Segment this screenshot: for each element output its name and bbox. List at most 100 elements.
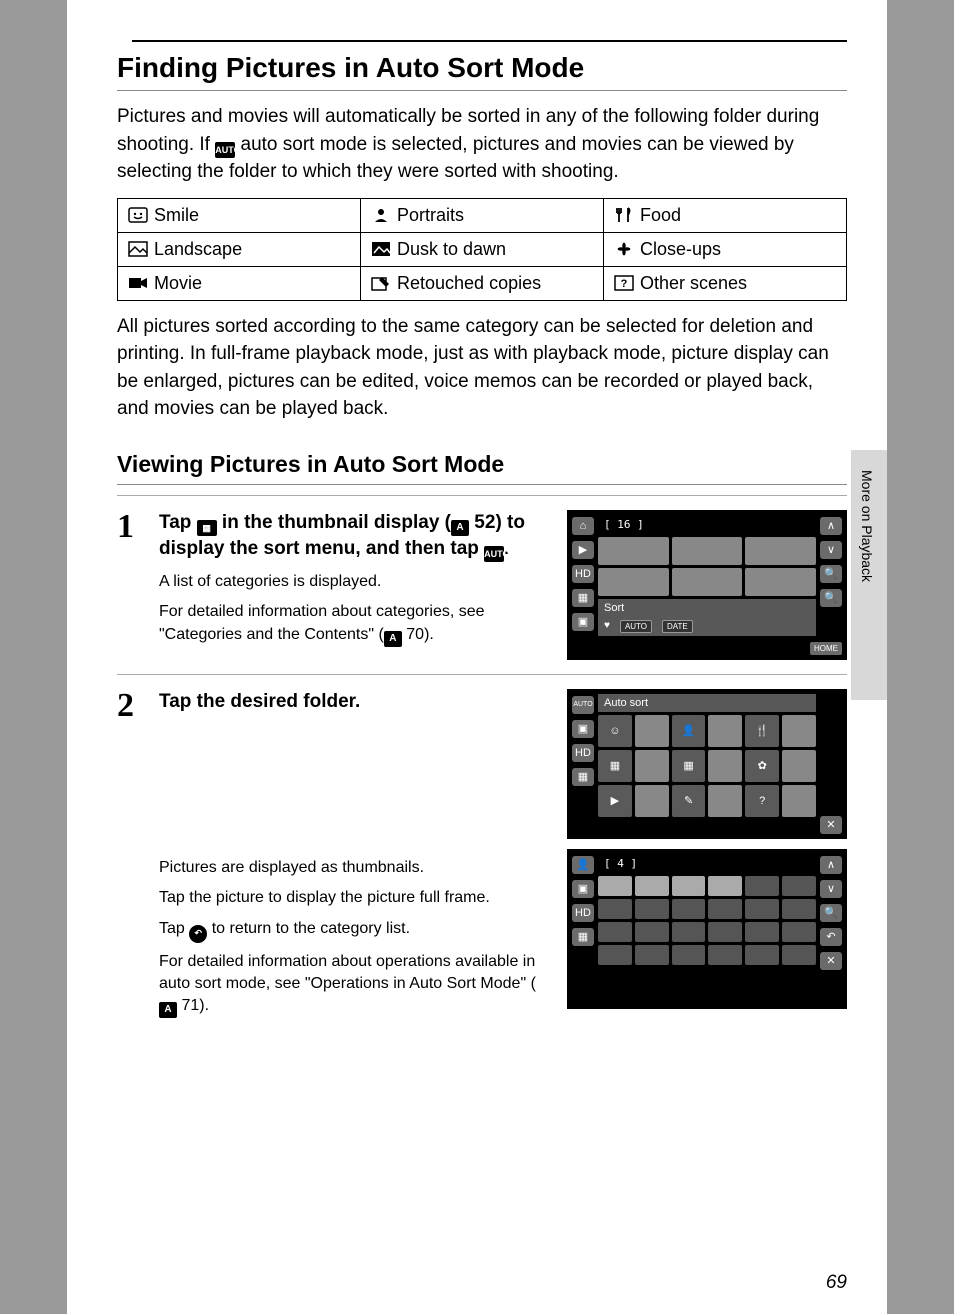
cat-retouch: ✎ <box>672 785 706 817</box>
count-label: [ 4 ] <box>598 854 816 873</box>
step2-title: Tap the desired folder. <box>159 689 547 716</box>
autosort-icon: AUTO <box>484 546 504 562</box>
hd-icon: HD <box>572 565 594 583</box>
cell-label: Food <box>640 205 681 225</box>
t: to return to the category list. <box>207 920 410 937</box>
t: in the thumbnail display ( <box>217 512 451 533</box>
thumb <box>598 899 632 919</box>
thumb <box>598 945 632 965</box>
grid-icon: ▦ <box>572 589 594 607</box>
thumb <box>745 537 816 565</box>
step2-note3: Tap ↶ to return to the category list. <box>159 918 547 943</box>
cat-portrait: 👤 <box>672 715 706 747</box>
movie-icon <box>128 275 148 291</box>
thumb <box>782 945 816 965</box>
return-icon: ↶ <box>820 928 842 946</box>
thumb <box>598 537 669 565</box>
step-number: 1 <box>117 510 147 660</box>
subtitle: Viewing Pictures in Auto Sort Mode <box>117 451 847 485</box>
page-ref-icon: A <box>451 520 469 536</box>
smile-icon <box>128 207 148 223</box>
cat-thumb <box>782 785 816 817</box>
food-icon <box>614 207 634 223</box>
cat-thumb <box>708 715 742 747</box>
lcd-screenshot-category-thumbs: 👤 ▣ HD ▦ [ 4 ] ∧ ∨ <box>567 849 847 1009</box>
dusk-icon <box>371 241 391 257</box>
step2-note4: For detailed information about operation… <box>159 951 547 1019</box>
folder-table: Smile Portraits Food Landscape Dusk to d… <box>117 198 847 301</box>
tag-auto: AUTO <box>620 620 652 633</box>
page-ref-icon: A <box>384 631 402 647</box>
intro-paragraph: Pictures and movies will automatically b… <box>117 103 847 186</box>
zoom-in-icon: 🔍 <box>820 565 842 583</box>
ss-right-icons: ✕ <box>820 694 842 834</box>
svg-text:?: ? <box>621 278 628 290</box>
count-label: [ 16 ] <box>598 515 816 534</box>
cat-thumb <box>635 750 669 782</box>
home-icon: ⌂ <box>572 517 594 535</box>
thumb <box>782 899 816 919</box>
cell-label: Dusk to dawn <box>397 239 506 259</box>
thumb <box>598 568 669 596</box>
t: For detailed information about categorie… <box>159 603 485 642</box>
thumbnail-icon: ▦ <box>197 520 217 536</box>
ref: 52 <box>474 512 495 533</box>
cat-thumb <box>782 715 816 747</box>
step-number: 2 <box>117 689 147 1027</box>
down-icon: ∨ <box>820 880 842 898</box>
steps-list: 1 Tap ▦ in the thumbnail display (A 52) … <box>117 495 847 1041</box>
sel-icon: ▣ <box>572 613 594 631</box>
thumb <box>672 876 706 896</box>
t: Tap <box>159 512 197 533</box>
thumb <box>672 945 706 965</box>
cell-label: Movie <box>154 273 202 293</box>
cat-landscape: ▦ <box>598 750 632 782</box>
cat-other: ? <box>745 785 779 817</box>
ss-left-icons: 👤 ▣ HD ▦ <box>572 854 594 1004</box>
t: ). <box>424 626 434 643</box>
cell-label: Close-ups <box>640 239 721 259</box>
cell-label: Portraits <box>397 205 464 225</box>
ss-right-icons: ∧ ∨ 🔍 ↶ ✕ <box>820 854 842 1004</box>
grid-icon: ▦ <box>572 928 594 946</box>
close-icon: ✕ <box>820 816 842 834</box>
portrait-icon: 👤 <box>572 856 594 874</box>
manual-page: Finding Pictures in Auto Sort Mode Pictu… <box>67 0 887 1314</box>
cell-label: Other scenes <box>640 273 747 293</box>
page-title: Finding Pictures in Auto Sort Mode <box>117 52 847 91</box>
cat-thumb <box>782 750 816 782</box>
cat-thumb <box>635 715 669 747</box>
portrait-icon <box>371 207 391 223</box>
step1-title: Tap ▦ in the thumbnail display (A 52) to… <box>159 510 547 563</box>
section-tab-label: More on Playback <box>851 450 883 602</box>
t: For detailed information about operation… <box>159 953 536 992</box>
cat-thumb <box>708 750 742 782</box>
landscape-icon <box>128 241 148 257</box>
section-tab: More on Playback <box>851 450 887 700</box>
ref: 71 <box>181 997 199 1014</box>
cell-label: Smile <box>154 205 199 225</box>
autosort-header: Auto sort <box>598 694 816 712</box>
thumb <box>672 537 743 565</box>
cell-label: Landscape <box>154 239 242 259</box>
zoom-out-icon: 🔍 <box>820 589 842 607</box>
hd-icon: HD <box>572 744 594 762</box>
cat-food: 🍴 <box>745 715 779 747</box>
page-number: 69 <box>826 1272 847 1294</box>
thumb <box>635 922 669 942</box>
tag-date: DATE <box>662 620 693 633</box>
t: ). <box>199 997 209 1014</box>
thumb <box>745 876 779 896</box>
thumb <box>635 899 669 919</box>
auto-icon: AUTO <box>572 696 594 714</box>
cat-movie: ▶ <box>598 785 632 817</box>
thumb <box>635 945 669 965</box>
thumb <box>672 899 706 919</box>
thumb <box>745 922 779 942</box>
intro-text-b: auto sort mode is selected, pictures and… <box>117 134 794 183</box>
cat-closeup: ✿ <box>745 750 779 782</box>
cat-thumb <box>635 785 669 817</box>
lcd-screenshot-sort-menu: ⌂ ▶ HD ▦ ▣ [ 16 ] <box>567 510 847 660</box>
thumb <box>782 876 816 896</box>
autosort-icon: AUTO <box>215 142 235 158</box>
